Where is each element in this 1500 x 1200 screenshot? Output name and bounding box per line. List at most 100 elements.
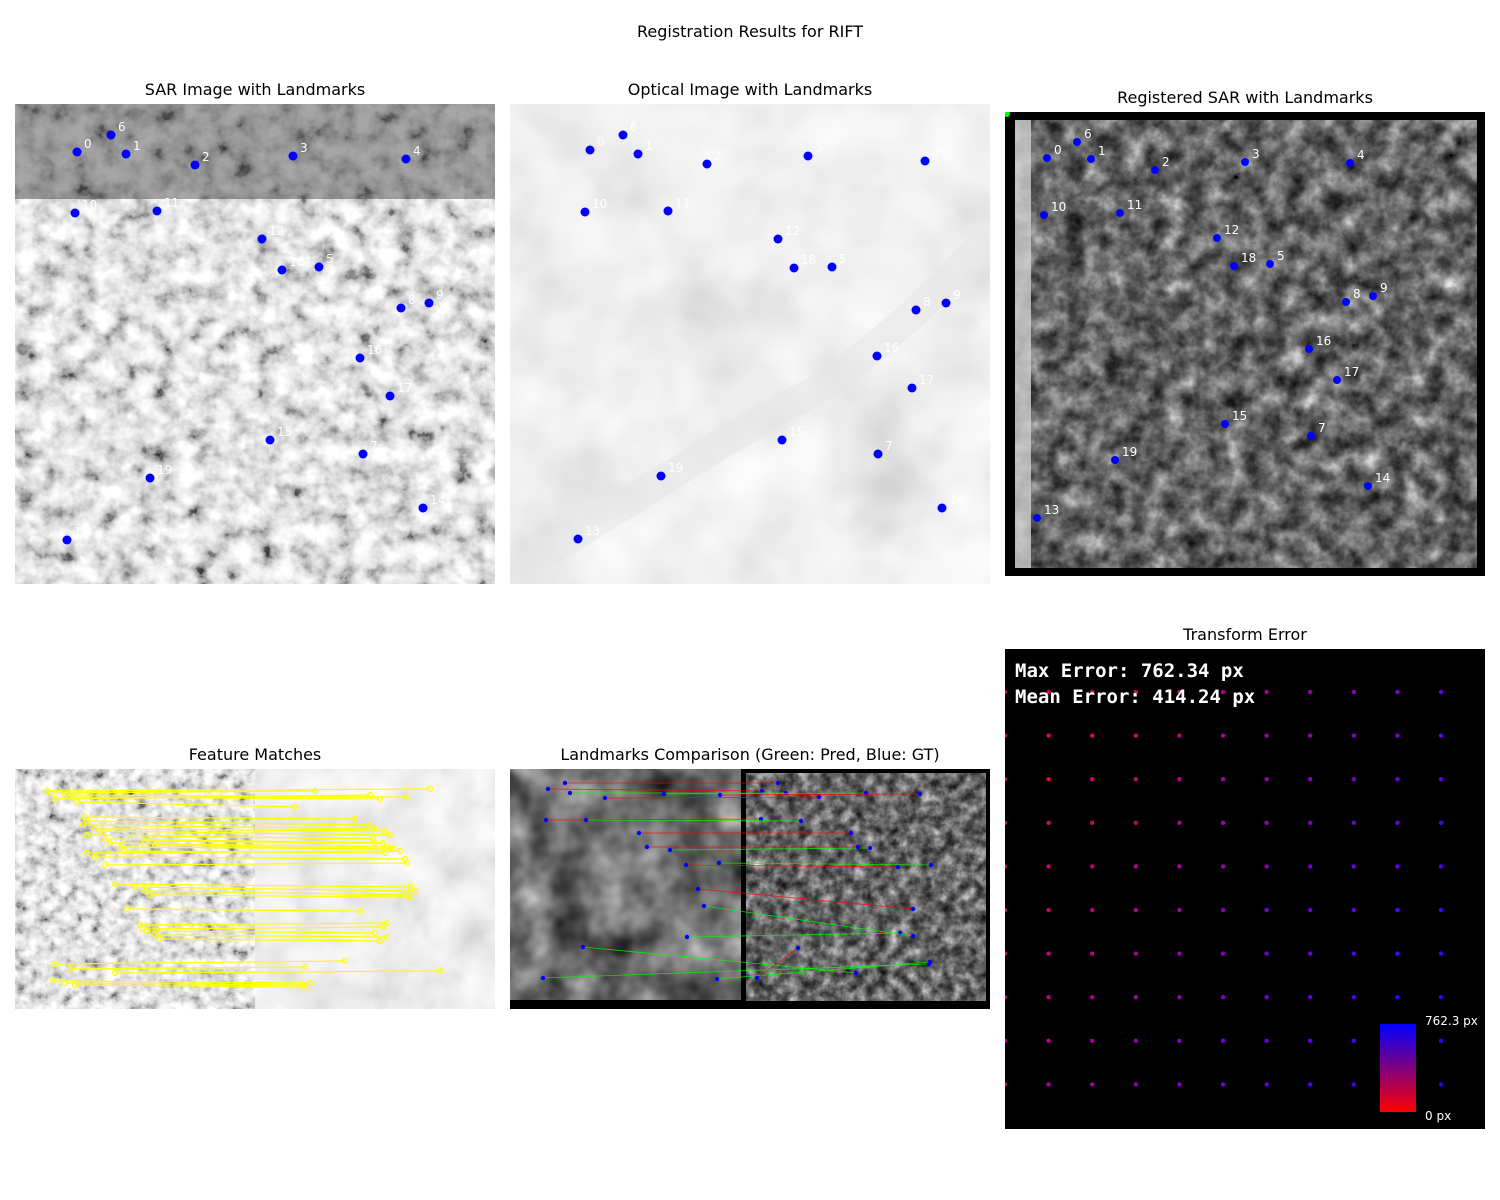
error-grid-point [1005,820,1008,825]
comparison-line [542,963,930,979]
match-keypoint [306,979,314,987]
match-keypoint [73,798,81,806]
error-grid-point [1264,951,1269,956]
error-grid-point [1046,689,1051,695]
error-colorbar [1380,1024,1416,1112]
error-grid-point [1438,1038,1444,1043]
gt-landmark [683,862,689,868]
match-keypoint [407,893,415,901]
match-keypoint [151,931,159,939]
match-line [54,794,371,800]
match-keypoint [106,839,114,847]
pred-landmark [895,864,901,870]
match-line [74,984,306,988]
error-grid-point [1177,1082,1182,1087]
match-keypoint [123,905,131,913]
error-grid-point [1438,907,1444,913]
sar-dune-band [15,104,495,199]
error-grid-point [1351,777,1356,782]
landmark-point [396,303,406,313]
landmark-point [872,351,882,361]
landmark-point [777,435,787,445]
match-keypoint [403,859,411,867]
gt-landmark [661,791,667,797]
error-grid-point [1308,951,1313,956]
error-grid-point [1220,1082,1226,1087]
landmark-point [1305,345,1313,353]
match-keypoint [151,841,159,849]
landmark-label: 1 [133,139,141,153]
landmark-point [656,471,666,481]
landmark-label: 6 [630,120,638,134]
match-keypoint [291,803,299,811]
match-keypoint [131,883,139,891]
landmark-point [1342,298,1350,306]
match-keypoint [71,981,79,989]
pred-landmark [917,791,923,797]
registered-texture [1015,120,1477,568]
match-keypoint [49,977,57,985]
match-keypoint [66,965,74,973]
error-grid-point [1308,689,1313,695]
error-grid-point [1351,733,1356,738]
error-grid-point [1351,1082,1356,1087]
landmark-point [773,234,783,244]
comparison-line [663,792,867,795]
error-grid-point [1395,820,1400,825]
landmark-point [803,151,813,161]
landmark-label: 5 [326,252,334,266]
error-grid-point [1090,995,1095,1000]
error-grid-point [1220,777,1226,782]
match-keypoint [301,963,309,971]
error-grid-point [1308,995,1313,1000]
error-grid-point [1005,907,1008,913]
landmark-point [1307,432,1315,440]
match-keypoint [66,793,74,801]
comparison-line [582,946,857,974]
error-grid-point [1005,689,1008,695]
pred-landmark [795,945,801,951]
error-grid-point [1438,864,1444,869]
pred-landmark [816,794,822,800]
landmark-label: 12 [269,224,284,238]
gt-landmark [695,886,701,892]
match-keypoint [83,849,91,857]
gt-landmark [540,975,546,981]
match-keypoint [406,883,414,891]
landmark-label: 15 [789,425,804,439]
match-keypoint [101,835,109,843]
landmark-label: 4 [1357,148,1365,162]
error-grid-point [1177,733,1182,738]
landmark-label: 19 [1122,445,1137,459]
error-grid-point [1220,951,1226,956]
error-grid-point [1046,995,1051,1000]
landmark-label: 18 [289,255,304,269]
match-keypoint [426,785,434,793]
error-grid-point [1046,1038,1051,1043]
match-keypoint [91,825,99,833]
match-line [144,840,376,844]
error-grid-point [1264,995,1269,1000]
error-grid-point [1264,1082,1269,1087]
error-grid-point [1177,689,1182,695]
error-grid-point [1351,820,1356,825]
gt-landmark [754,975,760,981]
registered-panel-title: Registered SAR with Landmarks [1117,88,1373,107]
match-line [64,794,408,798]
error-grid-point [1264,733,1269,738]
error-grid-point [1133,995,1138,1000]
error-grid-point [1005,995,1008,1000]
landmark-label: 0 [1054,143,1062,157]
pred-landmark [775,780,781,786]
error-grid-point [1133,689,1138,695]
match-keypoint [371,839,379,847]
error-grid-point [1220,733,1226,738]
error-grid-point [1046,820,1051,825]
landmark-label: 15 [277,425,292,439]
error-grid-point [1308,1038,1313,1043]
optical-wadi [510,224,990,584]
error-grid-point [1395,733,1400,738]
landmark-label: 10 [1051,200,1066,214]
